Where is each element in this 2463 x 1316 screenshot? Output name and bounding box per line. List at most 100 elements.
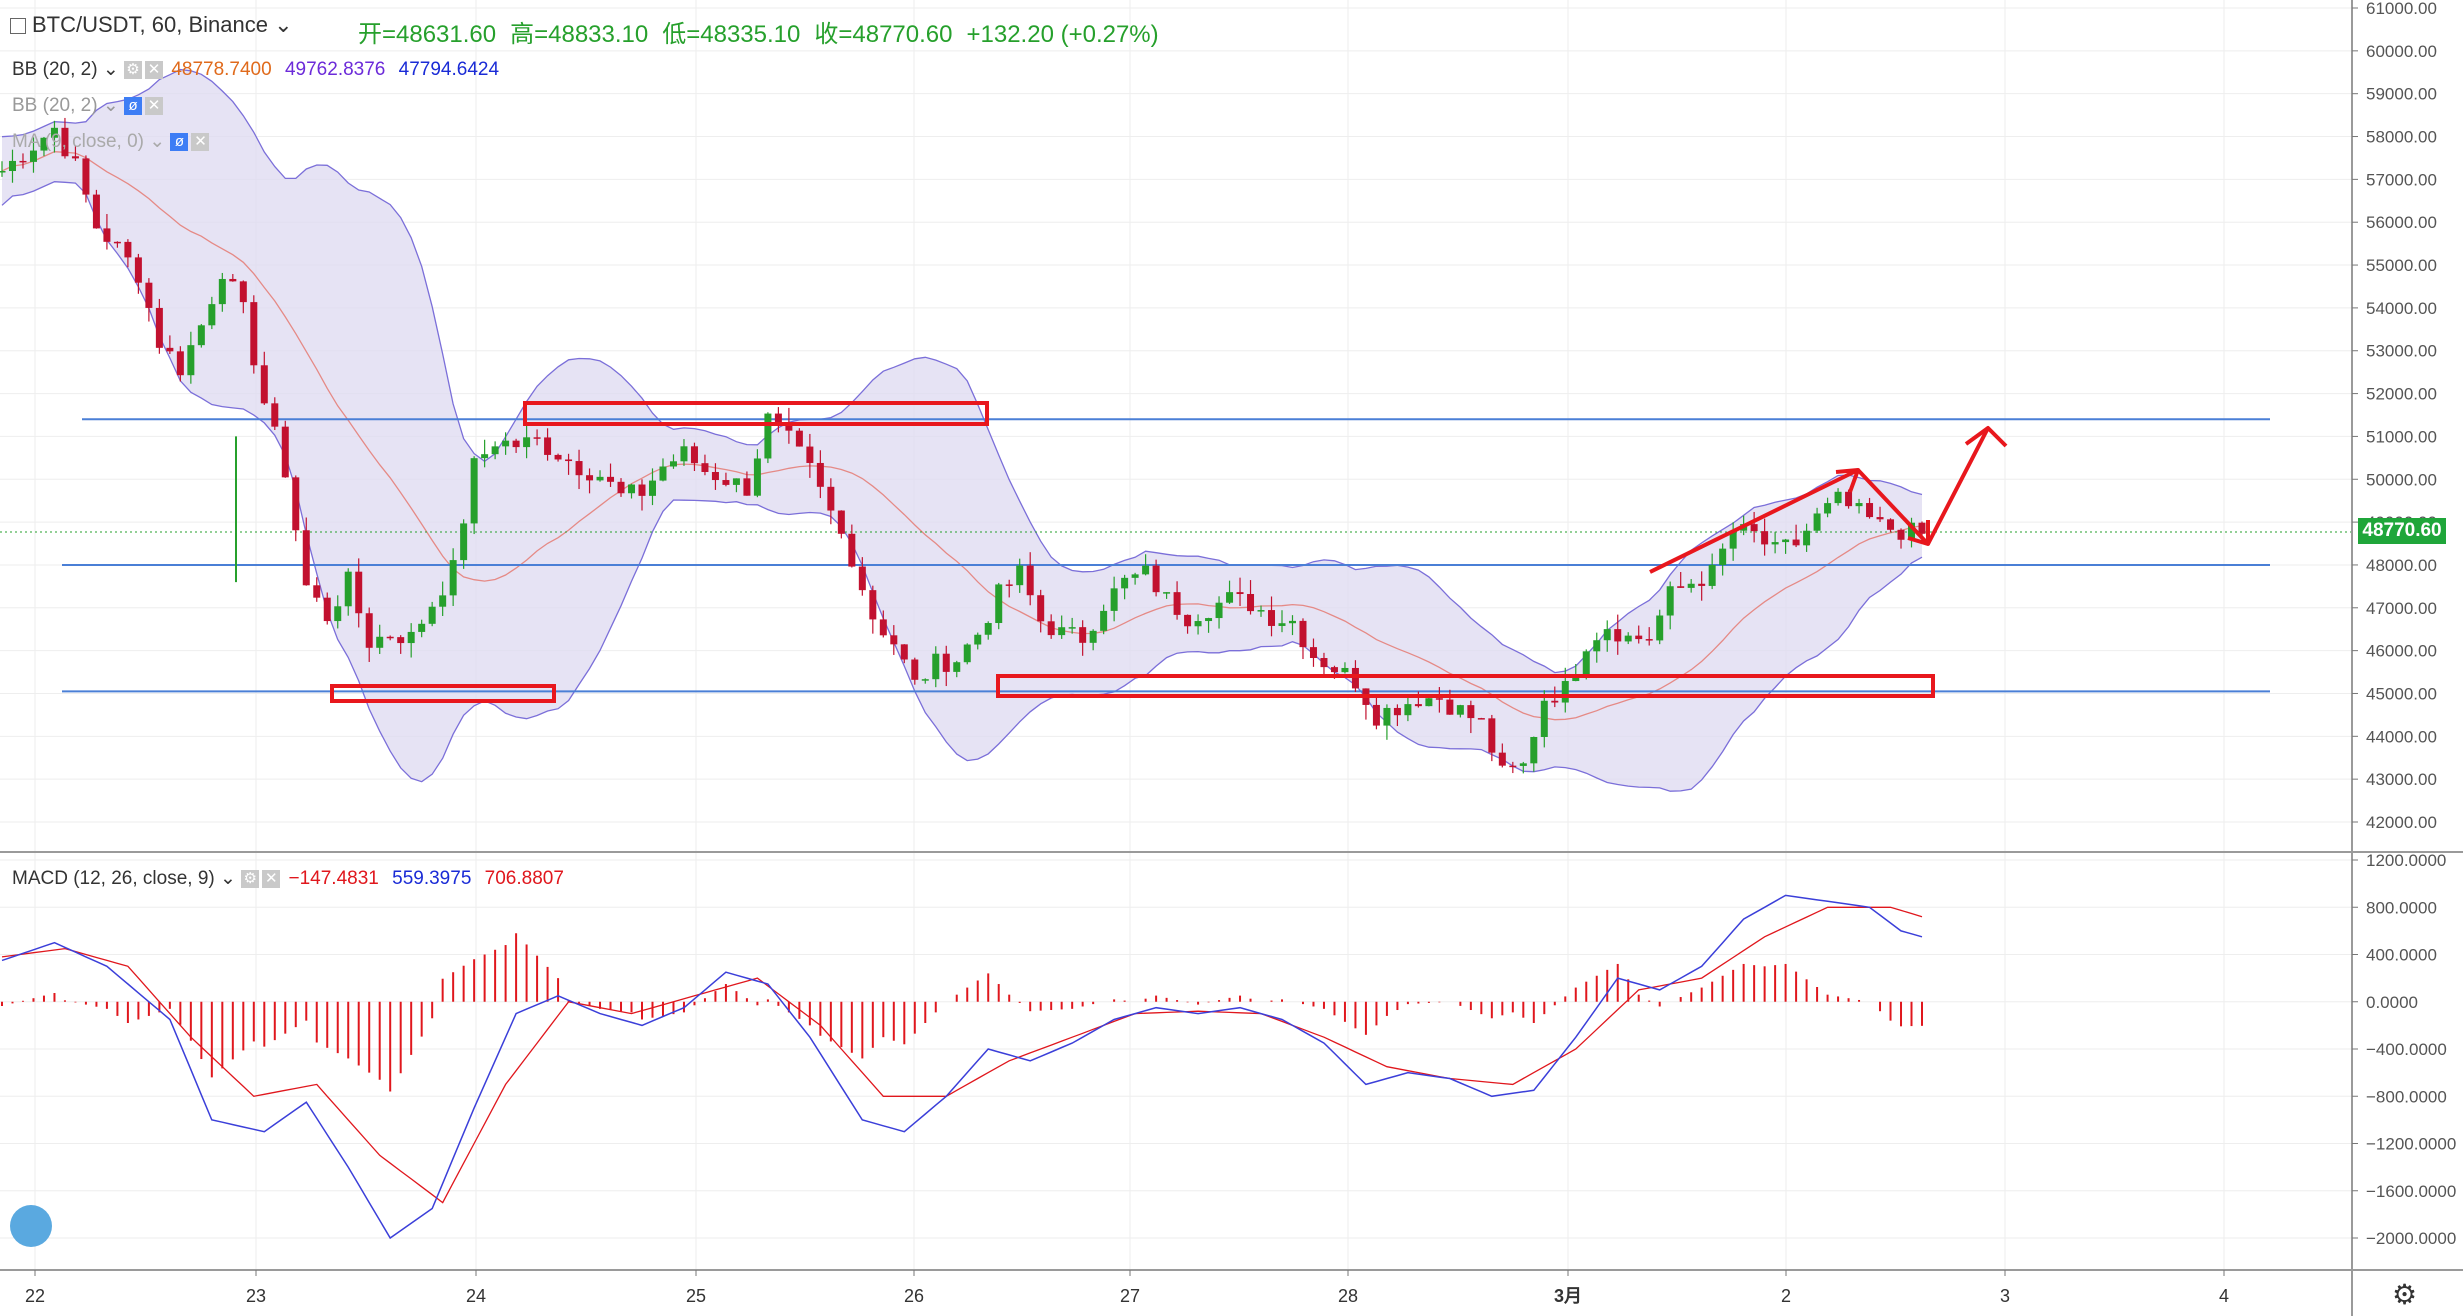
ma-legend[interactable]: MA (9, close, 0) ⌄ ø ✕ bbox=[12, 130, 212, 153]
candle-body bbox=[1698, 583, 1706, 586]
candle-body bbox=[1687, 583, 1695, 588]
candle-body bbox=[1771, 542, 1779, 545]
candle-body bbox=[1456, 705, 1464, 715]
bb1-legend[interactable]: BB (20, 2) ⌄ ⚙ ✕ 48778.7400 49762.8376 47… bbox=[12, 59, 500, 80]
candle-body bbox=[470, 458, 478, 524]
close-icon[interactable]: ✕ bbox=[145, 96, 164, 115]
bb2-legend[interactable]: BB (20, 2) ⌄ ø ✕ bbox=[12, 94, 166, 117]
candle-body bbox=[1383, 707, 1391, 726]
candle-body bbox=[271, 403, 279, 427]
candle-body bbox=[1142, 565, 1150, 575]
y-tick-label: 59000.00 bbox=[2366, 85, 2437, 104]
candle-body bbox=[1194, 621, 1202, 627]
candle-body bbox=[554, 454, 562, 460]
symbol-header[interactable]: BTC/USDT, 60, Binance ⌄ bbox=[10, 12, 293, 38]
settings-icon[interactable]: ⚙ bbox=[241, 869, 260, 888]
y-tick-label: 51000.00 bbox=[2366, 427, 2437, 446]
x-tick-label: 3 bbox=[2000, 1286, 2010, 1306]
x-tick-label: 3月 bbox=[1554, 1286, 1582, 1306]
collapse-icon[interactable] bbox=[10, 18, 26, 35]
y-tick-label: 44000.00 bbox=[2366, 727, 2437, 746]
candle-body bbox=[1551, 700, 1559, 703]
candle-body bbox=[355, 571, 363, 614]
annotation-arrow bbox=[1926, 427, 1990, 545]
candle-body bbox=[1320, 658, 1328, 668]
candle-body bbox=[1047, 621, 1055, 636]
candle-body bbox=[1341, 667, 1349, 673]
candle-body bbox=[1866, 503, 1874, 518]
band-fill bbox=[2, 69, 1922, 792]
close-icon[interactable]: ✕ bbox=[145, 60, 164, 79]
candle-body bbox=[953, 662, 961, 672]
candle-body bbox=[1803, 530, 1811, 546]
candle-body bbox=[669, 461, 677, 467]
candle-body bbox=[1309, 647, 1317, 659]
macd-tick-label: −800.0000 bbox=[2366, 1087, 2447, 1106]
annotation-arrow bbox=[1649, 468, 1859, 574]
annotation-arrowhead bbox=[1907, 520, 1930, 546]
candle-body bbox=[879, 619, 887, 636]
candle-body bbox=[942, 653, 950, 672]
y-tick-label: 46000.00 bbox=[2366, 642, 2437, 661]
gear-icon[interactable]: ⚙ bbox=[2392, 1279, 2418, 1310]
macd-signal-line bbox=[1, 906, 1923, 1204]
symbol-title: BTC/USDT, 60, Binance bbox=[32, 12, 268, 37]
candle-body bbox=[71, 156, 79, 159]
candle-body bbox=[1813, 513, 1821, 531]
y-tick-label: 47000.00 bbox=[2366, 599, 2437, 618]
tradingview-logo[interactable] bbox=[10, 1205, 52, 1247]
candle-body bbox=[502, 440, 510, 447]
candle-body bbox=[544, 437, 552, 455]
candle-body bbox=[260, 365, 268, 404]
hidden-eye-icon[interactable]: ø bbox=[124, 96, 143, 115]
candle-body bbox=[827, 486, 835, 511]
candle-body bbox=[1509, 765, 1517, 768]
candle-body bbox=[890, 635, 898, 645]
candle-body bbox=[1278, 623, 1286, 626]
annotation-box bbox=[523, 401, 989, 426]
candle-body bbox=[323, 597, 331, 622]
candle-body bbox=[1530, 737, 1538, 764]
hidden-eye-icon[interactable]: ø bbox=[170, 132, 189, 151]
candle-body bbox=[1666, 586, 1674, 616]
x-tick-label: 28 bbox=[1338, 1286, 1358, 1306]
high-value: 高=48833.10 bbox=[510, 21, 649, 48]
candle-body bbox=[1330, 667, 1338, 673]
candle-body bbox=[439, 595, 447, 607]
close-icon[interactable]: ✕ bbox=[191, 132, 210, 151]
close-value: 收=48770.60 bbox=[814, 21, 953, 48]
candle-body bbox=[638, 484, 646, 496]
support-resistance-lines bbox=[0, 418, 2352, 693]
candle-body bbox=[176, 351, 184, 376]
candle-body bbox=[407, 631, 415, 644]
candle-body bbox=[869, 590, 877, 620]
close-icon[interactable]: ✕ bbox=[262, 869, 281, 888]
settings-icon[interactable]: ⚙ bbox=[124, 60, 143, 79]
y-tick-label: 57000.00 bbox=[2366, 170, 2437, 189]
candle-body bbox=[1561, 681, 1569, 703]
candle-body bbox=[1488, 718, 1496, 753]
macd-tick-label: −1600.0000 bbox=[2366, 1182, 2456, 1201]
candle-body bbox=[911, 659, 919, 680]
candle-body bbox=[292, 477, 300, 531]
candle-body bbox=[1037, 595, 1045, 622]
macd-line-value: 559.3975 bbox=[392, 868, 472, 889]
macd-legend[interactable]: MACD (12, 26, close, 9) ⌄ ⚙ ✕ −147.4831 5… bbox=[12, 868, 564, 889]
candle-body bbox=[1855, 503, 1863, 507]
y-tick-label: 43000.00 bbox=[2366, 770, 2437, 789]
candle-body bbox=[50, 127, 58, 138]
candle-body bbox=[365, 613, 373, 648]
annotation-box bbox=[330, 684, 556, 703]
candle-body bbox=[1792, 539, 1800, 546]
macd-tick-label: 400.0000 bbox=[2366, 946, 2437, 965]
candle-body bbox=[1729, 530, 1737, 549]
candle-body bbox=[1110, 588, 1118, 611]
chevron-down-icon[interactable]: ⌄ bbox=[267, 12, 293, 37]
y-tick-label: 55000.00 bbox=[2366, 256, 2437, 275]
x-tick-label: 23 bbox=[246, 1286, 266, 1306]
candle-body bbox=[1782, 539, 1790, 543]
candle-body bbox=[984, 623, 992, 635]
candle-body bbox=[1897, 529, 1905, 540]
